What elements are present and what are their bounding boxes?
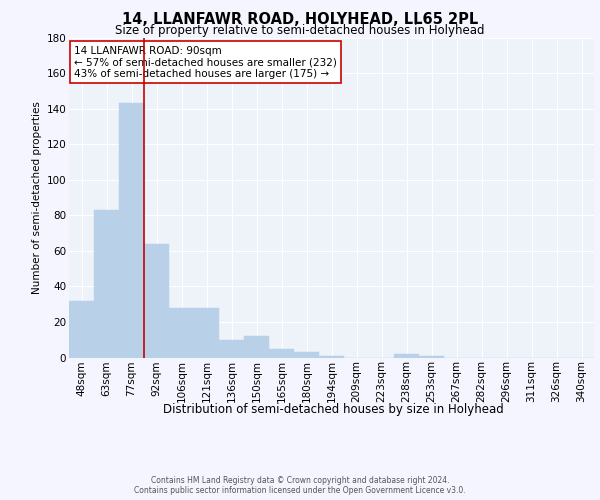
Text: Contains HM Land Registry data © Crown copyright and database right 2024.
Contai: Contains HM Land Registry data © Crown c… (134, 476, 466, 495)
Text: 14, LLANFAWR ROAD, HOLYHEAD, LL65 2PL: 14, LLANFAWR ROAD, HOLYHEAD, LL65 2PL (122, 12, 478, 28)
Bar (269, 348, 294, 358)
Bar (169, 308, 194, 358)
Text: 14 LLANFAWR ROAD: 90sqm
← 57% of semi-detached houses are smaller (232)
43% of s: 14 LLANFAWR ROAD: 90sqm ← 57% of semi-de… (74, 46, 337, 78)
Bar (419, 356, 444, 358)
Bar (194, 308, 219, 358)
Bar (119, 104, 144, 358)
Bar (394, 354, 419, 358)
Bar (244, 336, 269, 357)
Bar (144, 244, 169, 358)
Y-axis label: Number of semi-detached properties: Number of semi-detached properties (32, 101, 43, 294)
Bar (219, 340, 244, 357)
Bar (69, 300, 94, 358)
Bar (294, 352, 319, 358)
Text: Size of property relative to semi-detached houses in Holyhead: Size of property relative to semi-detach… (115, 24, 485, 37)
Text: Distribution of semi-detached houses by size in Holyhead: Distribution of semi-detached houses by … (163, 402, 503, 415)
Bar (319, 356, 344, 358)
Bar (94, 210, 119, 358)
